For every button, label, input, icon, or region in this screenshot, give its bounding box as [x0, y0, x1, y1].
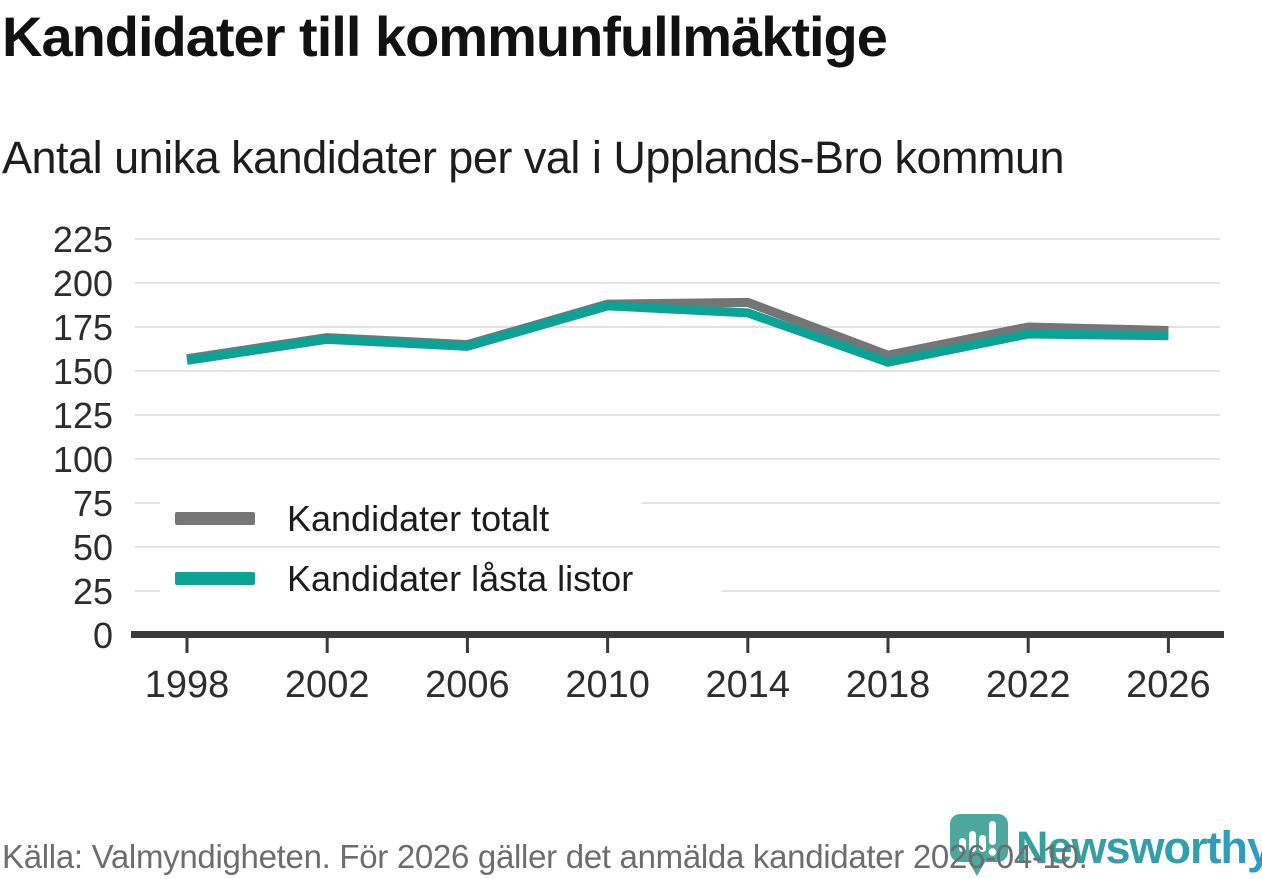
- x-tick-label: 1998: [145, 664, 230, 706]
- y-tick-label: 175: [53, 307, 113, 348]
- legend-swatch: [175, 512, 255, 525]
- source-note: Källa: Valmyndigheten. För 2026 gäller d…: [2, 838, 1088, 875]
- axis-tick: [465, 637, 469, 653]
- x-tick-label: 2018: [846, 664, 931, 706]
- y-tick-label: 200: [53, 263, 113, 304]
- bar-chart-pin-icon: [950, 814, 1008, 876]
- x-axis: [131, 631, 1224, 638]
- y-tick-label: 25: [73, 571, 113, 612]
- bar-small: [959, 838, 966, 852]
- x-tick-label: 2006: [425, 664, 510, 706]
- x-tick-label: 2002: [285, 664, 370, 706]
- x-tick-label: 2026: [1126, 664, 1211, 706]
- axis-tick: [185, 637, 189, 653]
- exclamation-bar: [989, 821, 996, 845]
- x-tick-label: 2022: [986, 664, 1071, 706]
- legend-label: Kandidater låsta listor: [287, 558, 633, 599]
- axis-tick: [746, 637, 750, 653]
- axis-tick: [1026, 637, 1030, 653]
- y-tick-label: 150: [53, 351, 113, 392]
- y-tick-label: 75: [73, 483, 113, 524]
- y-tick-label: 100: [53, 439, 113, 480]
- chart-subtitle: Antal unika kandidater per val i Uppland…: [2, 132, 1065, 183]
- newsworthy-wordmark: Newsworthy: [1016, 822, 1262, 874]
- axis-tick: [606, 637, 610, 653]
- series-line-kandidater-l-sta-listor: [186, 301, 1169, 367]
- y-tick-label: 50: [73, 527, 113, 568]
- axis-tick: [886, 637, 890, 653]
- bar-medium: [969, 831, 976, 852]
- exclamation-dot: [988, 848, 997, 856]
- legend-swatch: [175, 572, 255, 585]
- x-tick-label: 2014: [706, 664, 791, 706]
- bar-large: [979, 835, 986, 852]
- y-tick-label: 125: [53, 395, 113, 436]
- newsworthy-logo[interactable]: Newsworthy: [948, 812, 1262, 879]
- axis-tick: [325, 637, 329, 653]
- axis-tick: [1166, 637, 1170, 653]
- y-tick-label: 0: [93, 615, 113, 656]
- legend-label: Kandidater totalt: [287, 498, 549, 539]
- y-tick-label: 225: [53, 219, 113, 260]
- x-tick-label: 2010: [565, 664, 650, 706]
- chart-title: Kandidater till kommunfullmäktige: [2, 5, 888, 68]
